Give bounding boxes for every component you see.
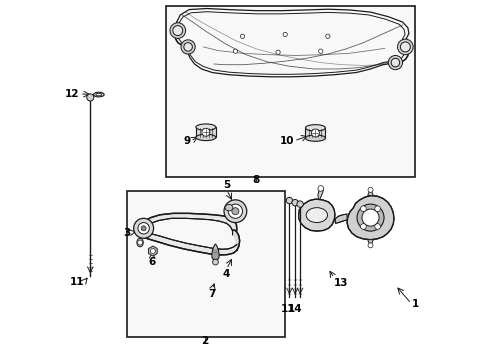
Circle shape [224,200,246,223]
Ellipse shape [225,205,232,211]
Circle shape [388,55,402,70]
Bar [166,6,414,177]
Circle shape [137,240,142,245]
Ellipse shape [305,135,325,141]
Circle shape [374,224,379,229]
Bar [127,191,285,337]
Ellipse shape [136,238,143,247]
Circle shape [87,94,94,101]
Text: 13: 13 [333,278,348,288]
Polygon shape [143,231,236,255]
Circle shape [141,226,146,231]
Circle shape [318,49,322,53]
Polygon shape [367,240,373,246]
Circle shape [201,128,210,136]
Circle shape [291,200,298,206]
Circle shape [390,58,399,67]
Circle shape [367,243,372,248]
Polygon shape [347,196,393,240]
Circle shape [137,223,149,234]
Circle shape [360,224,365,229]
Text: 9: 9 [183,136,190,146]
Circle shape [275,50,280,54]
Bar [305,128,325,138]
Circle shape [367,187,372,192]
Text: 3: 3 [123,227,131,237]
Text: 12: 12 [65,89,79,99]
Circle shape [286,197,292,204]
Circle shape [374,206,379,212]
Circle shape [212,259,218,265]
Circle shape [134,218,153,238]
Text: 6: 6 [148,257,155,267]
Circle shape [296,201,302,207]
Circle shape [356,204,383,231]
Text: 4: 4 [222,269,230,279]
Polygon shape [334,214,347,223]
Text: 11: 11 [280,304,295,314]
Bar [196,127,215,137]
Text: 11: 11 [70,277,84,287]
Ellipse shape [96,93,102,96]
Text: 7: 7 [208,290,215,300]
Polygon shape [144,213,236,235]
Ellipse shape [196,134,215,141]
Circle shape [183,42,192,51]
Circle shape [397,39,412,55]
Circle shape [283,32,287,37]
Polygon shape [232,230,239,250]
Circle shape [317,186,323,191]
Circle shape [311,129,319,137]
Ellipse shape [93,92,104,97]
Polygon shape [148,246,157,256]
Circle shape [233,49,237,53]
Circle shape [360,206,365,212]
Polygon shape [317,188,323,199]
Circle shape [228,204,242,218]
Text: 1: 1 [410,299,418,309]
Circle shape [400,42,409,52]
Text: 10: 10 [279,136,293,146]
Text: 14: 14 [287,304,302,314]
Circle shape [150,248,155,253]
Circle shape [169,23,185,39]
Circle shape [240,34,244,39]
Polygon shape [367,189,373,196]
Circle shape [172,26,182,36]
Ellipse shape [305,125,325,131]
Circle shape [181,40,195,54]
Text: 5: 5 [223,180,230,190]
Text: 2: 2 [201,336,208,346]
Circle shape [231,208,239,215]
Circle shape [325,34,329,39]
Circle shape [361,209,378,226]
Ellipse shape [305,208,327,223]
Polygon shape [212,244,219,260]
Text: 8: 8 [252,175,259,185]
Polygon shape [298,199,334,231]
Ellipse shape [196,124,215,130]
